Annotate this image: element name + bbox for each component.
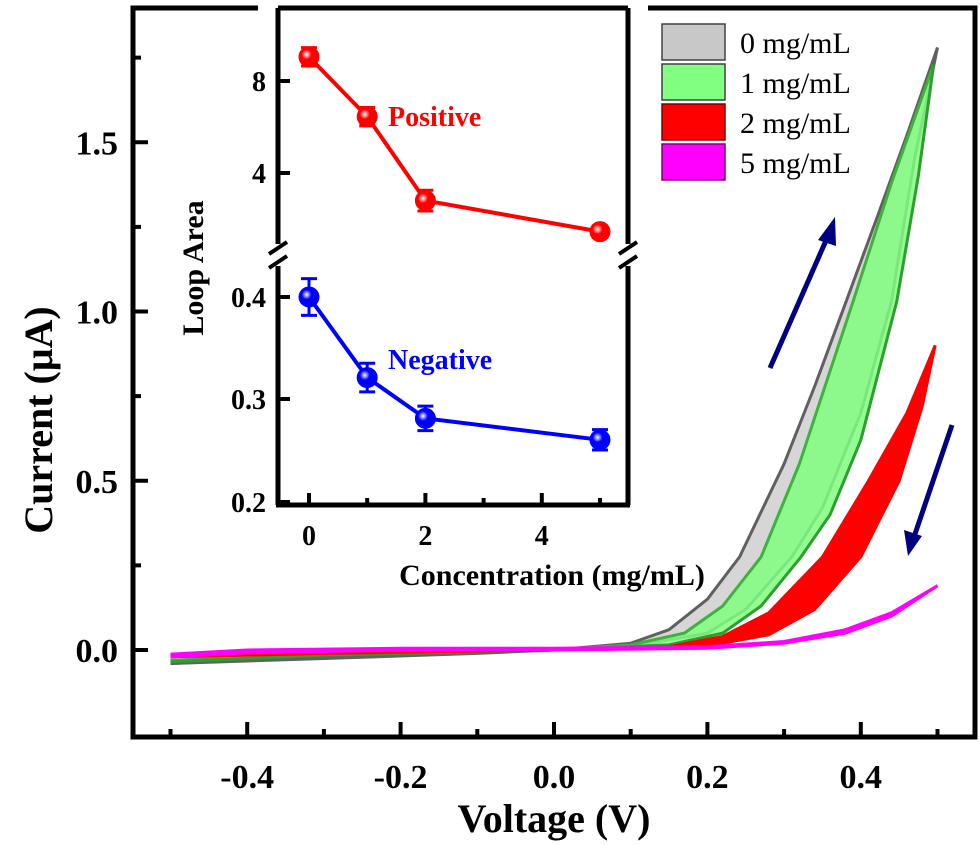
reverse-branch-3 bbox=[170, 584, 939, 659]
inset-y-tick-label: 0.4 bbox=[231, 283, 266, 314]
forward-sweep-arrow bbox=[767, 234, 831, 370]
data-point-positive bbox=[356, 106, 378, 128]
x-tick-label: -0.2 bbox=[374, 759, 428, 796]
sweep-arrows bbox=[767, 217, 955, 556]
data-point-positive bbox=[589, 221, 611, 243]
inset-y-tick-label: 0.3 bbox=[231, 385, 266, 416]
inset-y-axis-title: Loop Area bbox=[177, 200, 210, 335]
legend-label: 2 mg/mL bbox=[740, 107, 851, 140]
data-point-negative bbox=[298, 286, 320, 308]
inset-y-tick-label: 8 bbox=[252, 67, 266, 98]
main-axes: -0.4 -0.2 0.0 0.2 0.4 0.0 0.5 1.0 1.5 bbox=[76, 5, 978, 796]
inset-x-tick-label: 0 bbox=[302, 521, 316, 552]
inset-background bbox=[258, 4, 648, 601]
inset-series-line-positive bbox=[307, 55, 601, 234]
y-axis-title: Current (μA) bbox=[16, 306, 61, 533]
x-tick-label: 0.4 bbox=[840, 759, 883, 796]
legend-swatch bbox=[661, 63, 726, 101]
positive-label: Positive bbox=[388, 102, 481, 133]
main-loops bbox=[170, 47, 939, 665]
y-tick-label: 1.5 bbox=[76, 125, 119, 162]
x-axis-title: Voltage (V) bbox=[458, 796, 651, 841]
legend-swatch bbox=[661, 23, 726, 61]
reverse-sweep-arrow bbox=[911, 424, 955, 538]
forward-arrow-head-icon bbox=[818, 217, 836, 246]
x-tick-label: 0.2 bbox=[686, 759, 729, 796]
inset-x-tick-label: 2 bbox=[418, 521, 432, 552]
forward-branch-3 bbox=[170, 584, 939, 656]
legend: 0 mg/mL 1 mg/mL 2 mg/mL 5 mg/mL bbox=[661, 23, 851, 181]
y-tick-label: 0.5 bbox=[76, 464, 119, 501]
legend-label: 5 mg/mL bbox=[740, 147, 851, 180]
inset-y-tick-label: 0.2 bbox=[231, 488, 266, 519]
x-tick-label: -0.4 bbox=[220, 759, 274, 796]
legend-swatch bbox=[661, 143, 726, 181]
axis-break-mark bbox=[617, 254, 639, 270]
legend-label: 0 mg/mL bbox=[740, 27, 851, 60]
legend-swatch bbox=[661, 103, 726, 141]
legend-label: 1 mg/mL bbox=[740, 67, 851, 100]
inset-series-line-negative bbox=[307, 295, 601, 442]
x-tick-label: 0.0 bbox=[533, 759, 576, 796]
data-point-negative bbox=[356, 367, 378, 389]
axis-break-mark bbox=[267, 240, 289, 256]
inset-chart: 0 2 4 4 8 0.2 0.3 0.4 Concentration (mg/mL) Loop … bbox=[177, 4, 705, 601]
y-tick-label: 0.0 bbox=[76, 633, 119, 670]
negative-label: Negative bbox=[388, 345, 492, 376]
y-tick-label: 1.0 bbox=[76, 295, 119, 332]
reverse-branch-2 bbox=[170, 344, 937, 659]
data-point-negative bbox=[414, 407, 436, 429]
data-point-positive bbox=[414, 190, 436, 212]
inset-y-tick-label: 4 bbox=[252, 159, 266, 190]
data-point-negative bbox=[589, 429, 611, 451]
inset-x-axis-title: Concentration (mg/mL) bbox=[399, 559, 705, 592]
inset-x-tick-label: 4 bbox=[535, 521, 549, 552]
axis-break-mark bbox=[617, 240, 639, 256]
axis-break-mark bbox=[267, 254, 289, 270]
data-point-positive bbox=[298, 46, 320, 68]
reverse-arrow-head-icon bbox=[904, 530, 922, 556]
